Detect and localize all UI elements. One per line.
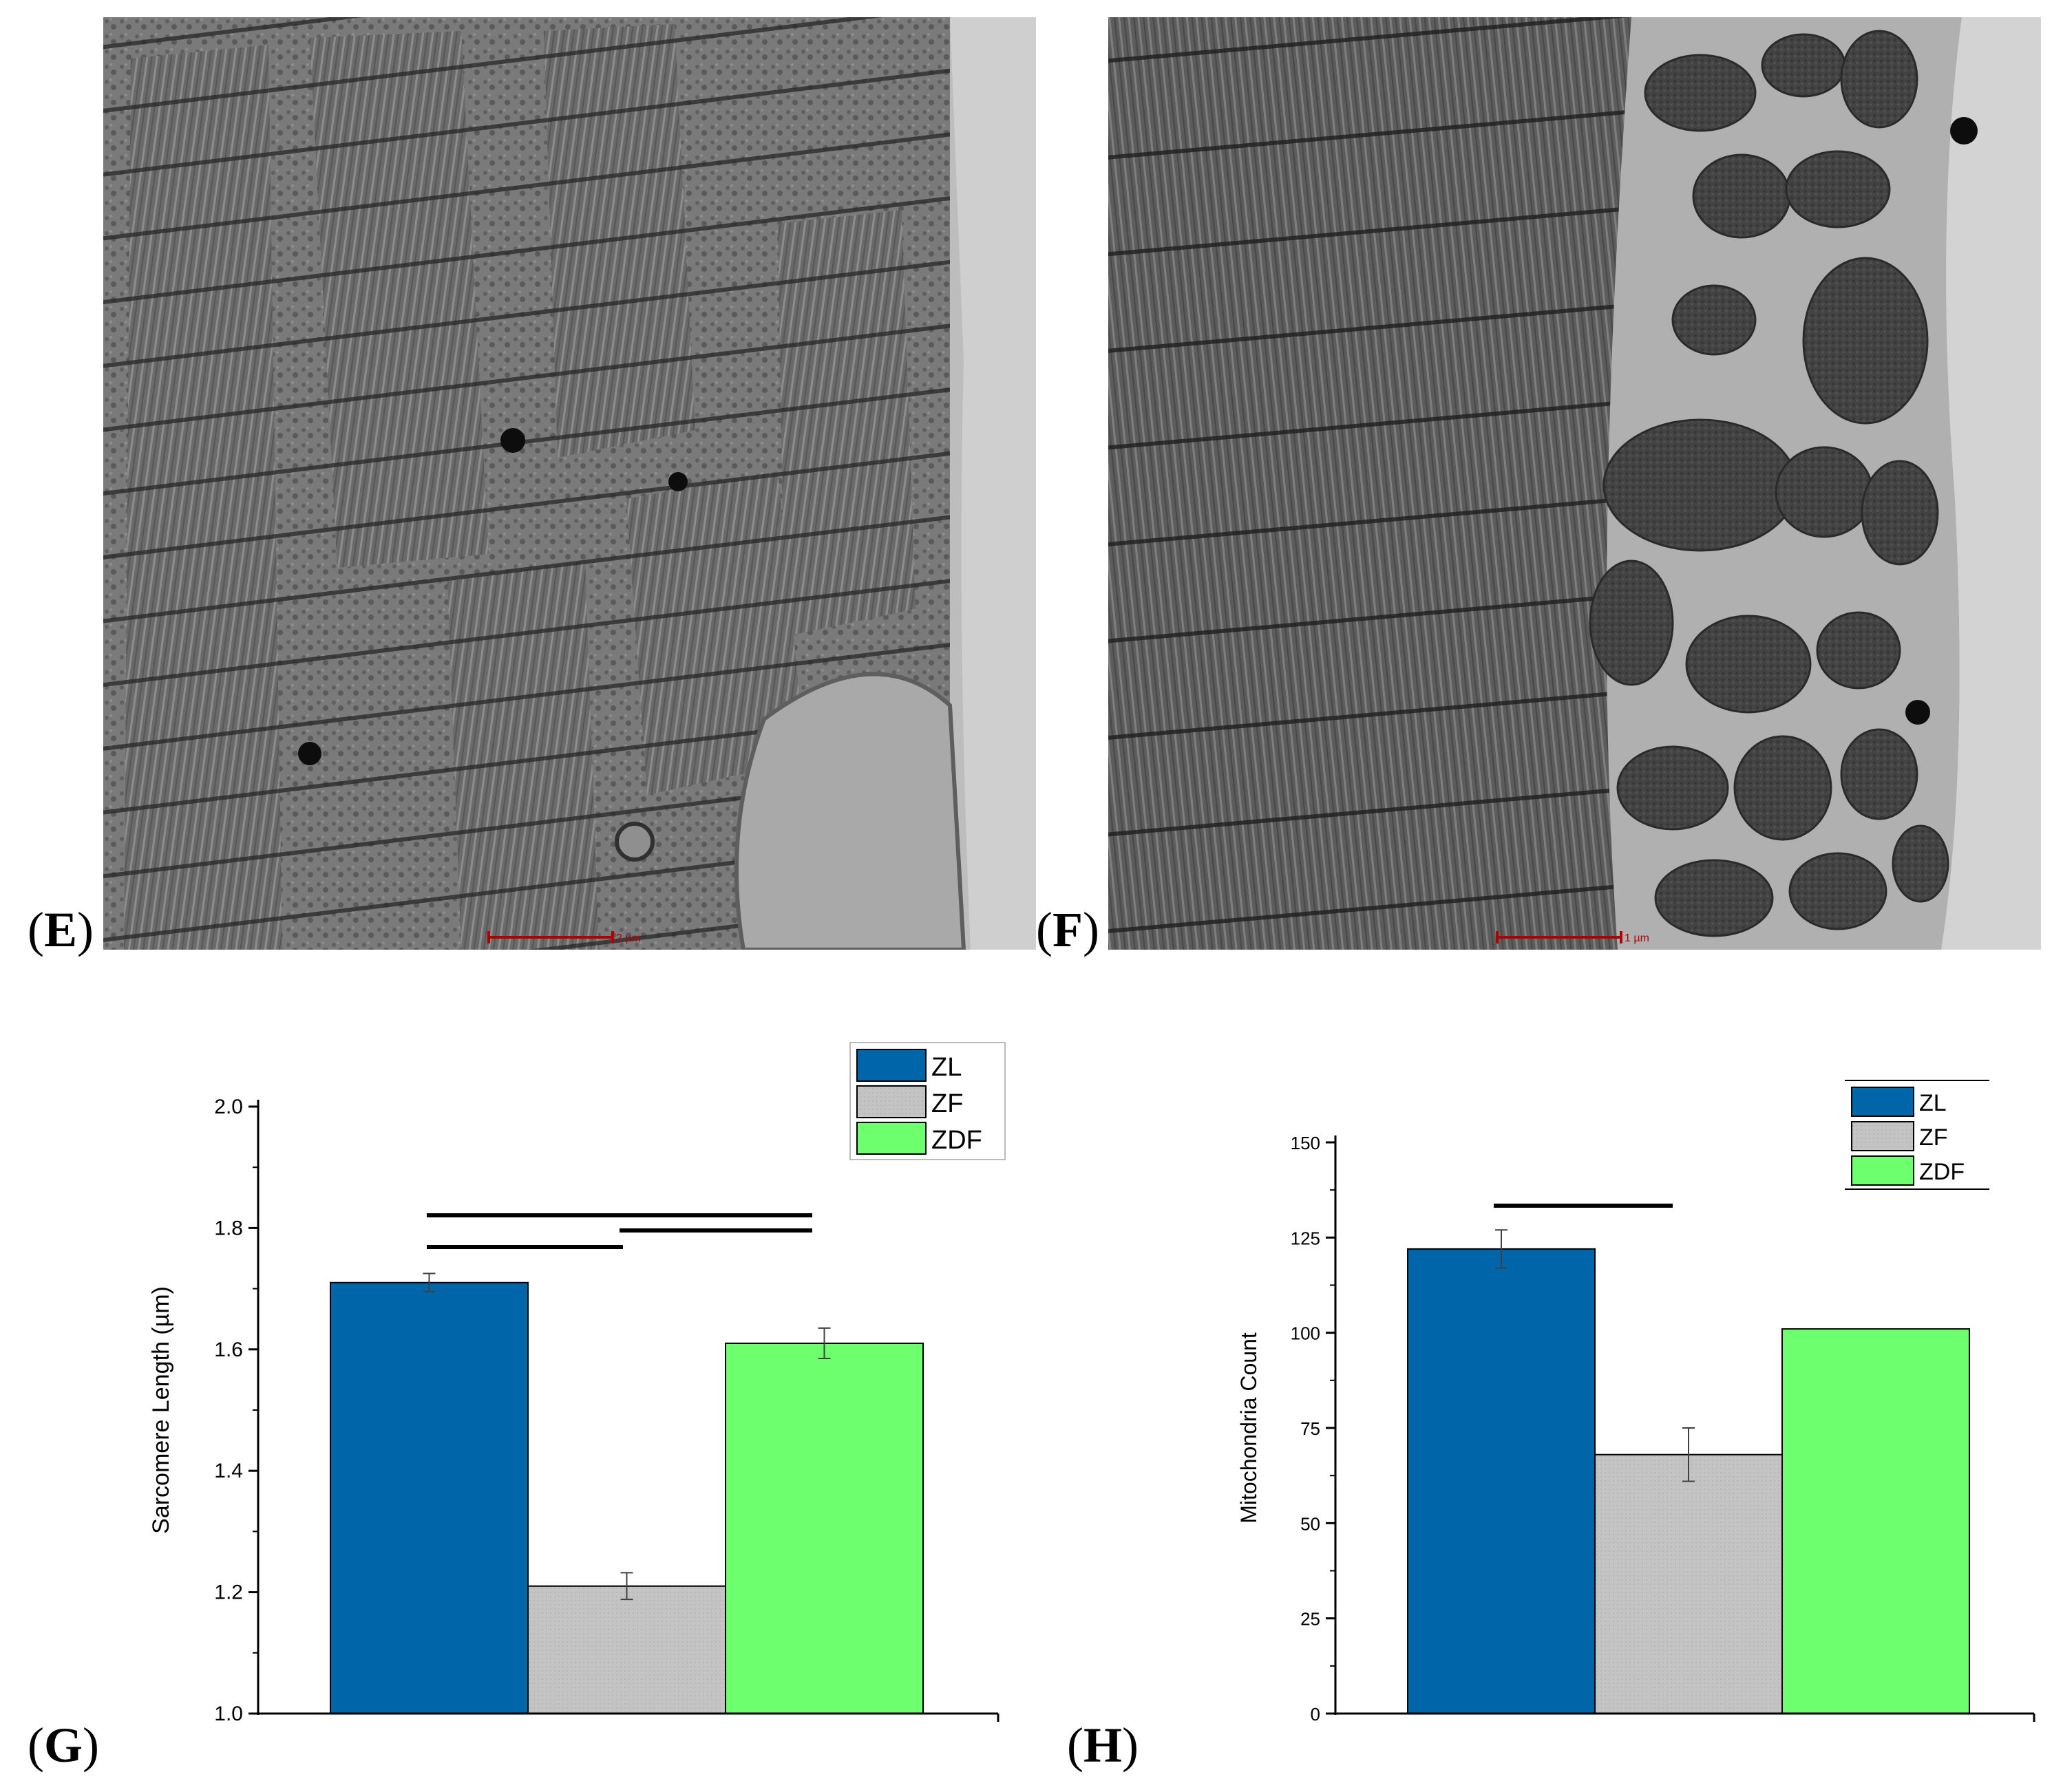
chart-g-y-tick-label: 1.6 bbox=[214, 1338, 243, 1361]
chart-h-y-tick-label: 25 bbox=[1300, 1609, 1320, 1630]
chart-h-legend-swatch-zl bbox=[1851, 1087, 1914, 1117]
chart-h-y-tick-label: 75 bbox=[1300, 1418, 1320, 1439]
chart-g-legend-swatch-zf bbox=[856, 1085, 927, 1118]
chart-h-bar-zdf bbox=[1781, 1328, 1970, 1714]
chart-g-y-tick-label: 2.0 bbox=[214, 1096, 243, 1118]
chart-g-legend-swatch-zl bbox=[856, 1049, 927, 1082]
chart-g-error-bar-zl bbox=[423, 1272, 436, 1293]
chart-h-y-tick-label: 125 bbox=[1291, 1228, 1320, 1248]
chart-g-legend-label-zf: ZF bbox=[931, 1089, 963, 1118]
micrograph-f: 1 µm bbox=[1108, 17, 2041, 950]
chart-h-error-bar-zl bbox=[1495, 1229, 1507, 1269]
panel-label-g: (G) bbox=[28, 1718, 99, 1773]
chart-g-legend: ZL ZF ZDF bbox=[849, 1042, 1006, 1160]
chart-g-y-tick-label: 1.4 bbox=[214, 1460, 243, 1482]
micrograph-e: 2 µm bbox=[103, 17, 1036, 950]
chart-h-legend-swatch-zdf bbox=[1851, 1155, 1914, 1186]
chart-h-bar-zl bbox=[1407, 1248, 1596, 1714]
chart-g-error-bar-zf bbox=[620, 1572, 633, 1601]
chart-g-svg: 1.0 1.2 1.4 1.6 1.8 2.0 Sarcomere Length (µm) Z… bbox=[148, 1042, 1006, 1725]
chart-g-legend-label-zdf: ZDF bbox=[931, 1126, 982, 1155]
panel-label-h: (H) bbox=[1067, 1718, 1139, 1773]
chart-h-legend-label-zl: ZL bbox=[1919, 1090, 1947, 1116]
chart-h-legend-swatch-zf bbox=[1851, 1121, 1914, 1151]
scale-bar-f-label: 1 µm bbox=[1625, 932, 1649, 944]
chart-h-bar-zf bbox=[1594, 1453, 1783, 1714]
chart-h-legend: ZL ZF ZDF bbox=[1845, 1080, 1989, 1190]
chart-g-y-axis-label: Sarcomere Length (µm) bbox=[148, 1286, 174, 1534]
panel-label-e: (E) bbox=[28, 902, 94, 957]
chart-g-bar-zl bbox=[330, 1281, 529, 1714]
chart-h-y-tick-label: 150 bbox=[1291, 1133, 1320, 1153]
chart-g-legend-label-zl: ZL bbox=[931, 1053, 962, 1082]
micrograph-f-image: 1 µm bbox=[1108, 17, 2041, 950]
chart-h-y-tick-label: 0 bbox=[1311, 1704, 1320, 1725]
chart-h: 0 25 50 75 100 125 150 Mitochondria Count ZL ZF ZD… bbox=[1046, 1005, 2063, 1762]
chart-g-bar-zdf bbox=[725, 1342, 924, 1715]
scale-bar-e: 2 µm bbox=[487, 931, 641, 944]
chart-g-y-tick-label: 1.8 bbox=[214, 1217, 243, 1239]
chart-g-error-bar-zdf bbox=[818, 1327, 831, 1360]
chart-g: 1.0 1.2 1.4 1.6 1.8 2.0 Sarcomere Length (µm) Z… bbox=[0, 1005, 1046, 1762]
panel-label-f: (F) bbox=[1036, 902, 1099, 957]
chart-h-error-bar-zf bbox=[1682, 1427, 1695, 1482]
chart-h-svg: 0 25 50 75 100 125 150 Mitochondria Count ZL ZF ZD… bbox=[1236, 1080, 2035, 1725]
chart-g-y-tick-label: 1.0 bbox=[214, 1703, 243, 1725]
chart-h-y-tick-label: 50 bbox=[1300, 1513, 1320, 1534]
chart-g-legend-swatch-zdf bbox=[856, 1122, 927, 1155]
chart-h-legend-label-zdf: ZDF bbox=[1919, 1159, 1965, 1185]
micrograph-e-image: 2 µm bbox=[103, 17, 1036, 950]
chart-h-legend-label-zf: ZF bbox=[1919, 1124, 1948, 1151]
chart-h-y-tick-label: 100 bbox=[1291, 1323, 1320, 1344]
scale-bar-f: 1 µm bbox=[1496, 931, 1649, 944]
chart-g-y-tick-label: 1.2 bbox=[214, 1581, 243, 1604]
chart-h-y-axis-label: Mitochondria Count bbox=[1236, 1332, 1261, 1524]
chart-g-bar-zf bbox=[527, 1585, 726, 1715]
scale-bar-e-label: 2 µm bbox=[616, 932, 641, 944]
